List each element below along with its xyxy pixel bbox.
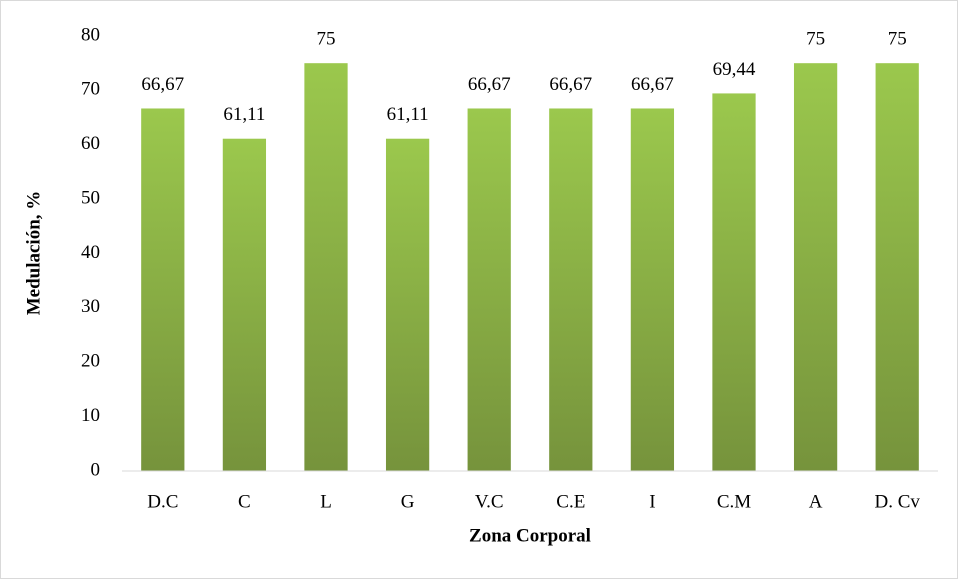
bar xyxy=(222,138,267,472)
value-label: 61,11 xyxy=(223,104,265,125)
bar xyxy=(467,108,511,471)
value-label: 66,67 xyxy=(631,74,674,95)
bar xyxy=(875,63,919,471)
value-label: 61,11 xyxy=(387,104,429,125)
y-tick-label: 60 xyxy=(81,133,100,154)
x-tick-label: V.C xyxy=(475,491,504,512)
bar xyxy=(385,138,430,472)
y-tick-label: 30 xyxy=(81,296,100,317)
value-label: 69,44 xyxy=(713,59,756,80)
value-label: 66,67 xyxy=(468,74,511,95)
x-axis-title: Zona Corporal xyxy=(469,525,591,546)
value-label: 75 xyxy=(888,29,907,50)
x-tick-label: C.E xyxy=(556,491,585,512)
x-tick-label: A xyxy=(809,491,823,512)
y-tick-label: 0 xyxy=(91,459,101,480)
bar xyxy=(549,108,593,471)
y-axis-title: Medulación, % xyxy=(23,191,44,316)
x-tick-label: G xyxy=(401,491,415,512)
x-tick-label: D.C xyxy=(147,491,178,512)
bar xyxy=(712,93,756,472)
bar xyxy=(793,63,838,471)
x-tick-label: D. Cv xyxy=(874,491,920,512)
value-label: 75 xyxy=(317,29,336,50)
bar xyxy=(141,108,185,471)
y-tick-label: 20 xyxy=(81,351,100,372)
value-label: 66,67 xyxy=(549,74,592,95)
value-label: 75 xyxy=(806,29,825,50)
y-tick-label: 70 xyxy=(81,79,100,100)
x-tick-label: C xyxy=(238,491,251,512)
x-tick-label: L xyxy=(320,491,332,512)
value-label: 66,67 xyxy=(141,74,184,95)
bar xyxy=(304,63,348,471)
x-tick-label: C.M xyxy=(717,491,751,512)
y-tick-label: 50 xyxy=(81,187,100,208)
y-tick-label: 40 xyxy=(81,242,100,263)
y-tick-label: 10 xyxy=(81,405,100,426)
y-tick-label: 80 xyxy=(81,24,100,45)
bar xyxy=(630,108,675,471)
x-tick-label: I xyxy=(649,491,655,512)
